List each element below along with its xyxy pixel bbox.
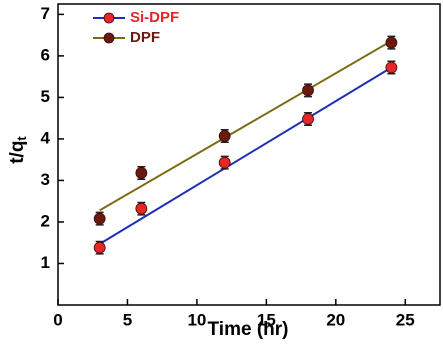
marker <box>93 241 106 254</box>
legend-label: Si-DPF <box>130 9 179 26</box>
x-tick-label: 0 <box>53 310 62 329</box>
y-tick-label: 5 <box>41 87 50 106</box>
marker <box>135 202 148 215</box>
y-tick-label: 7 <box>41 4 50 23</box>
x-tick-label: 20 <box>326 310 345 329</box>
y-axis-label: t/qt <box>7 136 29 164</box>
marker <box>93 212 106 225</box>
marker <box>385 36 398 49</box>
x-axis-label: Time (hr) <box>208 319 289 340</box>
marker <box>385 61 398 74</box>
x-tick-label: 10 <box>187 310 206 329</box>
fit-line <box>99 66 392 245</box>
y-tick-label: 1 <box>41 253 50 272</box>
marker <box>218 156 231 169</box>
marker <box>218 130 231 142</box>
marker <box>135 167 148 179</box>
legend-marker <box>103 32 115 44</box>
x-tick-label: 25 <box>396 310 415 329</box>
marker <box>302 113 314 125</box>
y-tick-label: 3 <box>41 170 50 189</box>
y-tick-label: 6 <box>41 45 50 64</box>
x-tick-label: 5 <box>123 310 132 329</box>
legend-marker <box>103 12 115 24</box>
plot-frame <box>57 3 441 306</box>
fit-line <box>99 40 392 212</box>
y-label-subscript: t <box>14 136 29 141</box>
marker <box>302 84 314 97</box>
x-tick-label: 15 <box>257 310 276 329</box>
y-label-main: t/q <box>7 141 28 164</box>
y-tick-label: 4 <box>41 128 51 147</box>
legend-label: DPF <box>130 29 160 46</box>
y-tick-label: 2 <box>41 211 50 230</box>
